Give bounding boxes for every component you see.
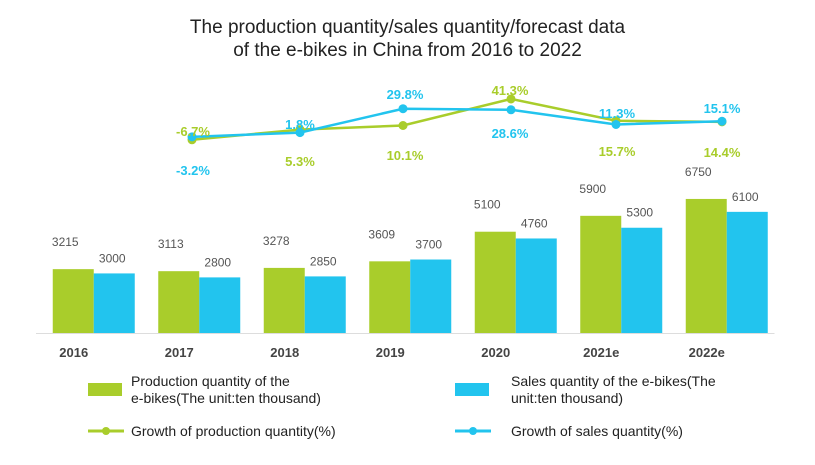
label-sales-growth-2018: 1.8% [285,117,315,132]
legend-label-production-line: Growth of production quantity(%) [131,423,336,439]
label-sales-growth-2019: 29.8% [387,87,424,102]
point-production-growth-2 [398,121,408,131]
legend-label-sales-bar: Sales quantity of the e-bikes(The unit:t… [511,373,781,407]
legend-sales-bar-line1: Sales quantity of the e-bikes(The [511,373,716,389]
point-sales-growth-5 [717,116,727,126]
bar-label-sales-2016: 3000 [99,251,126,265]
bar-label-production-2018: 3278 [263,234,290,248]
bar-label-sales-2020: 4760 [521,216,548,230]
legend-swatch-sales-bar [455,383,489,396]
point-production-growth-3 [506,94,516,104]
legend-label-production-bar: Production quantity of the e-bikes(The u… [131,373,401,407]
bar-production-2019 [369,261,411,333]
legend-swatch-sales-line [455,427,491,435]
line-sales-growth [191,107,723,139]
label-sales-growth-2017: -3.2% [176,163,210,178]
legend-swatch-production-line [88,427,124,435]
point-sales-growth-1 [295,128,305,138]
chart-title-line2: of the e-bikes in China from 2016 to 202… [233,40,582,61]
bar-sales-2017 [199,277,241,333]
label-production-growth-2017: -6.7% [176,124,210,139]
bar-label-sales-2018: 2850 [310,254,337,268]
label-sales-growth-2021e: 11.3% [599,106,636,121]
label-production-growth-2019: 10.1% [387,148,424,163]
legend-swatch-production-bar [88,383,122,396]
bar-label-production-2020: 5100 [474,198,501,212]
legend-production-bar-line1: Production quantity of the [131,373,290,389]
chart-title-line1: The production quantity/sales quantity/f… [189,17,626,38]
legend-label-sales-line: Growth of sales quantity(%) [511,423,683,439]
x-tick-2019: 2019 [376,345,405,360]
label-production-growth-2021e: 15.7% [599,144,636,159]
bar-production-2018 [263,267,305,333]
point-sales-growth-3 [506,105,516,115]
bar-sales-2016 [93,273,135,333]
x-tick-2016: 2016 [59,345,88,360]
bar-label-sales-2021e: 5300 [626,206,653,220]
bar-sales-2022e [726,211,768,333]
bar-production-2016 [52,269,94,333]
bar-production-2020 [474,231,516,333]
bar-label-sales-2019: 3700 [415,238,442,252]
bar-label-sales-2017: 2800 [204,255,231,269]
bar-sales-2021e [621,227,663,333]
line-production-growth [191,97,723,142]
point-sales-growth-0 [187,132,197,142]
bar-production-2017 [158,271,200,333]
x-tick-2018: 2018 [270,345,299,360]
legend-production-bar-line2: e-bikes(The unit:ten thousand) [131,390,321,406]
bar-production-2021e [580,215,622,333]
point-sales-growth-4 [611,119,621,129]
bar-label-production-2022e: 6750 [685,165,712,179]
label-production-growth-2018: 5.3% [285,154,315,169]
x-tick-2020: 2020 [481,345,510,360]
label-sales-growth-2020: 28.6% [492,126,529,141]
x-tick-2022e: 2022e [689,345,725,360]
bar-label-production-2019: 3609 [368,227,395,241]
bar-production-2022e [685,198,727,333]
bar-label-production-2017: 3113 [158,237,184,251]
point-sales-growth-2 [398,104,408,114]
x-tick-2017: 2017 [165,345,194,360]
legend-sales-bar-line2: unit:ten thousand) [511,390,624,406]
bar-label-sales-2022e: 6100 [732,190,759,204]
bar-sales-2018 [304,276,346,333]
label-production-growth-2020: 41.3% [492,83,529,98]
bar-label-production-2016: 3215 [52,235,79,249]
chart-title: The production quantity/sales quantity/f… [0,16,815,62]
x-tick-2021e: 2021e [583,345,619,360]
label-sales-growth-2022e: 15.1% [704,101,741,116]
bar-sales-2020 [515,238,557,333]
bar-label-production-2021e: 5900 [579,182,606,196]
bar-sales-2019 [410,259,452,333]
label-production-growth-2022e: 14.4% [704,145,741,160]
